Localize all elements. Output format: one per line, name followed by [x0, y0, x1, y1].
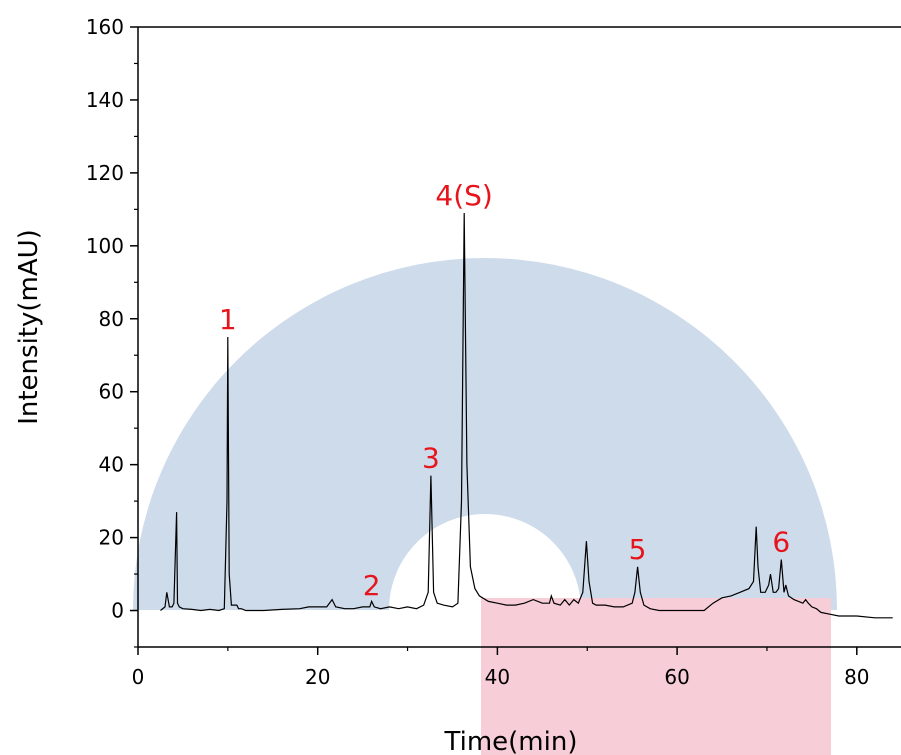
y-tick-label: 120	[86, 161, 124, 185]
x-tick-label: 0	[132, 665, 145, 689]
peak-label: 3	[422, 442, 440, 475]
x-axis-label: Time(min)	[444, 727, 578, 755]
peak-label: 1	[219, 303, 237, 336]
peak-label: 5	[629, 533, 647, 566]
watermark-ring	[133, 258, 837, 610]
y-tick-label: 40	[99, 453, 124, 477]
watermark	[133, 258, 837, 755]
x-tick-label: 20	[305, 665, 330, 689]
y-tick-label: 100	[86, 234, 124, 258]
y-tick-label: 140	[86, 88, 124, 112]
y-axis-label: Intensity(mAU)	[14, 229, 44, 425]
axes: 0 20 40 60 80 100 120 140 160 0 20 40 60 80	[86, 15, 901, 689]
y-tick-label: 0	[111, 599, 124, 623]
peak-labels: 1 2 3 4(S) 5 6	[219, 179, 790, 602]
peak-label: 4(S)	[435, 179, 492, 212]
x-tick-label: 60	[664, 665, 689, 689]
chromatogram-trace	[160, 212, 893, 619]
y-tick-label: 80	[99, 307, 124, 331]
peak-label: 2	[363, 569, 381, 602]
x-tick-label: 40	[485, 665, 510, 689]
peak-label: 6	[772, 525, 790, 558]
y-tick-label: 160	[86, 15, 124, 39]
y-tick-label: 60	[99, 380, 124, 404]
watermark-block	[481, 598, 831, 755]
y-tick-label: 20	[99, 526, 124, 550]
x-tick-label: 80	[844, 665, 869, 689]
